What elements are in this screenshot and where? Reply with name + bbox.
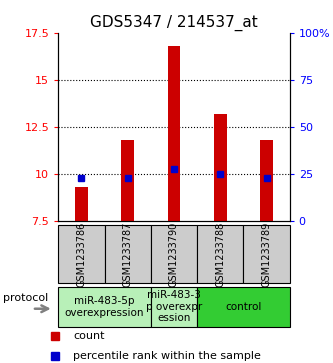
Text: GSM1233787: GSM1233787 [123, 221, 133, 287]
Bar [121, 140, 134, 221]
Bar [58, 225, 105, 283]
Text: control: control [225, 302, 262, 312]
Text: miR-483-3
p overexpr
ession: miR-483-3 p overexpr ession [146, 290, 202, 323]
Text: protocol: protocol [3, 293, 48, 303]
Text: percentile rank within the sample: percentile rank within the sample [73, 351, 261, 361]
Text: miR-483-5p
overexpression: miR-483-5p overexpression [65, 296, 144, 318]
Bar [197, 287, 290, 327]
Text: count: count [73, 331, 105, 341]
Text: GSM1233789: GSM1233789 [261, 221, 272, 287]
Bar [260, 140, 273, 221]
Bar [105, 225, 151, 283]
Bar [58, 287, 151, 327]
Text: GSM1233788: GSM1233788 [215, 221, 225, 287]
Bar [197, 225, 243, 283]
Bar [151, 225, 197, 283]
Text: GSM1233786: GSM1233786 [76, 221, 87, 287]
Bar [167, 46, 180, 221]
Bar [243, 225, 290, 283]
Bar [151, 287, 197, 327]
Bar [75, 187, 88, 221]
Title: GDS5347 / 214537_at: GDS5347 / 214537_at [90, 15, 258, 31]
Bar [214, 114, 227, 221]
Text: GSM1233790: GSM1233790 [169, 221, 179, 287]
